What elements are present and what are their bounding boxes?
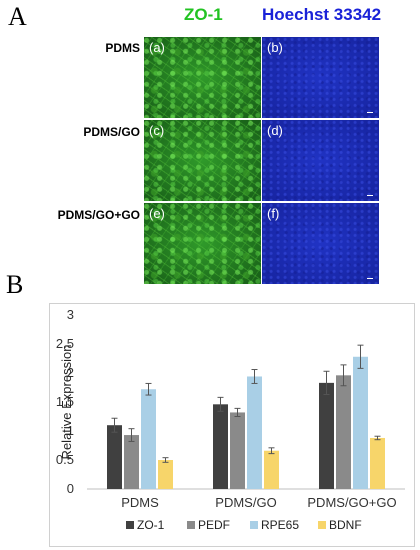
bar <box>353 356 368 489</box>
bar <box>107 425 122 489</box>
x-category-label: PDMS/GO <box>215 495 276 510</box>
legend-swatch <box>250 521 258 529</box>
hoechst-stain-title: Hoechst 33342 <box>262 5 382 24</box>
scale-bar <box>367 112 373 113</box>
y-tick-label: 0 <box>67 481 74 496</box>
x-category-label: PDMS <box>121 495 159 510</box>
legend-label: PEDF <box>198 518 231 532</box>
bar <box>264 450 279 489</box>
bar <box>158 460 173 489</box>
legend-label: ZO-1 <box>137 518 165 532</box>
y-tick-label: 1.5 <box>56 394 74 409</box>
micrograph-hoechst-pdms-go: (d) <box>262 120 379 201</box>
panel-tag: (c) <box>149 123 165 138</box>
bar <box>247 376 262 489</box>
y-tick-label: 0.5 <box>56 452 74 467</box>
legend-label: RPE65 <box>261 518 300 532</box>
zo1-stain-title: ZO-1 <box>184 5 223 24</box>
row-label-pdms-go-go: PDMS/GO+GO <box>57 208 140 222</box>
micrograph-hoechst-pdms: (b) <box>262 37 379 118</box>
bar <box>336 375 351 489</box>
bar <box>319 382 334 489</box>
row-label-pdms-go: PDMS/GO <box>83 125 140 139</box>
y-tick-label: 2.5 <box>56 336 74 351</box>
row-label-pdms: PDMS <box>105 41 140 55</box>
legend-swatch <box>187 521 195 529</box>
y-tick-label: 2 <box>67 365 74 380</box>
legend-item-zo1: ZO-1 <box>126 518 164 532</box>
bar <box>230 412 245 489</box>
legend-swatch <box>126 521 134 529</box>
micrograph-hoechst-pdms-go-go: (f) <box>262 203 379 284</box>
micrograph-zo1-pdms: (a) <box>144 37 261 118</box>
panel-tag: (f) <box>267 206 280 221</box>
panel-b-letter: B <box>6 270 24 299</box>
legend-item-rpe65: RPE65 <box>250 518 299 532</box>
micrograph-zo1-pdms-go: (c) <box>144 120 261 201</box>
scale-bar <box>367 195 373 196</box>
y-tick-label: 1 <box>67 423 74 438</box>
scale-bar <box>367 278 373 279</box>
bar <box>124 435 139 489</box>
bar <box>213 404 228 489</box>
panel-tag: (e) <box>149 206 165 221</box>
panel-tag: (b) <box>267 40 283 55</box>
y-axis-title: Relative Expression <box>59 345 74 460</box>
x-category-label: PDMS/GO+GO <box>307 495 396 510</box>
panel-a-letter: A <box>8 2 27 31</box>
legend-item-bdnf: BDNF <box>318 518 362 532</box>
bar <box>141 389 156 489</box>
y-tick-label: 3 <box>67 307 74 322</box>
bar <box>370 437 385 489</box>
legend-label: BDNF <box>329 518 362 532</box>
panel-tag: (d) <box>267 123 283 138</box>
micrograph-zo1-pdms-go-go: (e) <box>144 203 261 284</box>
panel-tag: (a) <box>149 40 165 55</box>
legend-swatch <box>318 521 326 529</box>
legend-item-pedf: PEDF <box>187 518 230 532</box>
